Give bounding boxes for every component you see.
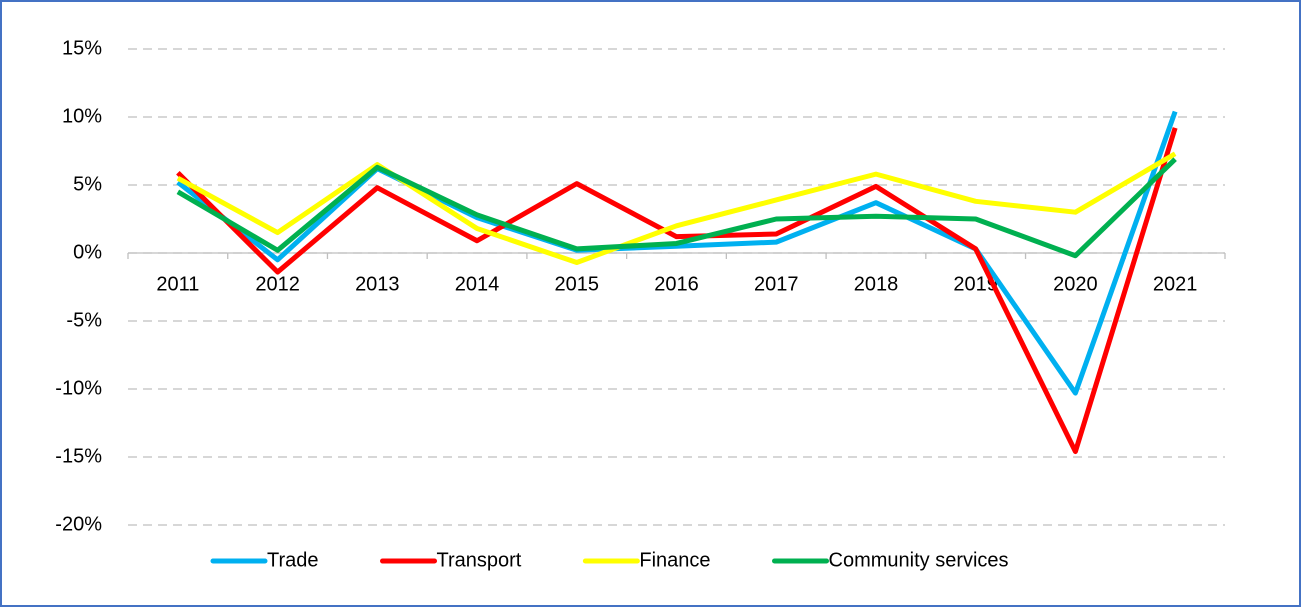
x-tick-label: 2012 [255, 273, 300, 295]
x-tick-label: 2014 [455, 273, 500, 295]
legend-label: Finance [639, 549, 710, 571]
y-tick-label: 15% [62, 37, 102, 59]
x-tick-label: 2017 [754, 273, 799, 295]
x-tick-label: 2011 [156, 273, 199, 295]
x-tick-label: 2020 [1053, 273, 1098, 295]
y-tick-label: -15% [55, 445, 102, 467]
x-tick-label: 2019 [953, 273, 998, 295]
y-tick-label: 10% [62, 105, 102, 127]
series-line [176, 127, 1178, 455]
x-tick-label: 2018 [854, 273, 899, 295]
x-tick-label: 2021 [1153, 273, 1198, 295]
y-tick-label: 0% [73, 241, 102, 263]
series-line [176, 110, 1178, 396]
y-tick-label: -5% [66, 309, 102, 331]
y-tick-label: -10% [55, 377, 102, 399]
y-tick-label: 5% [73, 173, 102, 195]
x-tick-label: 2013 [355, 273, 400, 295]
legend-label: Trade [267, 549, 319, 571]
y-tick-label: -20% [55, 513, 102, 535]
series-line [176, 157, 1177, 259]
x-tick-label: 2015 [555, 273, 600, 295]
legend-label: Community services [829, 549, 1009, 571]
x-tick-label: 2016 [654, 273, 699, 295]
series-line [176, 151, 1177, 266]
legend-label: Transport [437, 549, 522, 571]
